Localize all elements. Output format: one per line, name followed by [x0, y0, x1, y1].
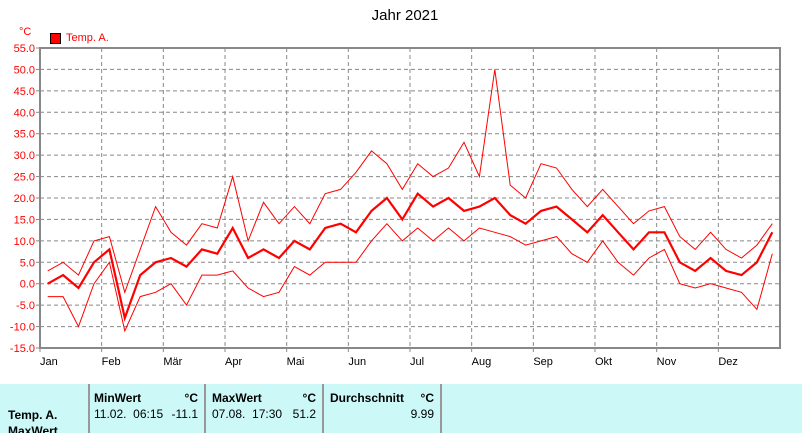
x-tick-label: Jun	[348, 356, 366, 368]
series-line-1	[47, 69, 773, 294]
row-label-2: MaxWert	[8, 424, 58, 433]
chart-title: Jahr 2021	[371, 7, 439, 24]
min-unit: °C	[184, 391, 198, 405]
y-tick-label: 10.0	[14, 236, 35, 248]
y-tick-label: -5.0	[16, 300, 35, 312]
y-tick-label: 15.0	[14, 214, 35, 226]
y-tick-label: 55.0	[14, 43, 35, 55]
max-col: MaxWert °C 07.08. 17:30 51.2	[206, 384, 324, 433]
x-tick-label: Feb	[102, 356, 121, 368]
row-label: Temp. A.	[8, 408, 58, 422]
x-tick-label: Mär	[163, 356, 182, 368]
y-tick-label: -15.0	[10, 343, 35, 355]
y-tick-label: 0.0	[20, 279, 35, 291]
min-value: -11.1	[171, 407, 198, 421]
avg-col: Durchschnitt °C 9.99	[324, 384, 442, 433]
min-date: 11.02. 06:15	[94, 407, 164, 421]
x-tick-label: Nov	[657, 356, 677, 368]
y-tick-label: 30.0	[14, 150, 35, 162]
y-tick-label: 45.0	[14, 86, 35, 98]
legend-swatch	[50, 32, 61, 44]
legend-label: Temp. A.	[66, 32, 109, 44]
avg-value: 9.99	[410, 407, 434, 421]
max-unit: °C	[302, 391, 316, 405]
y-tick-label: 50.0	[14, 64, 35, 76]
x-tick-label: Dez	[718, 356, 738, 368]
min-header: MinWert	[94, 391, 142, 405]
x-tick-label: Mai	[287, 356, 305, 368]
series-line-0	[47, 192, 774, 322]
y-tick-label: 5.0	[20, 257, 35, 269]
avg-header: Durchschnitt	[330, 391, 405, 405]
x-tick-label: Jan	[40, 356, 58, 368]
avg-unit: °C	[420, 391, 434, 405]
max-header: MaxWert	[212, 391, 262, 405]
y-tick-label: 40.0	[14, 107, 35, 119]
x-tick-label: Apr	[225, 356, 242, 368]
x-tick-label: Jul	[410, 356, 424, 368]
max-value: 51.2	[292, 407, 316, 421]
min-col: MinWert °C 11.02. 06:15 -11.1	[90, 384, 206, 433]
plot-frame	[39, 47, 781, 349]
legend: Temp. A.	[50, 32, 109, 44]
max-date: 07.08. 17:30	[212, 407, 283, 421]
y-axis-unit: °C	[19, 26, 32, 38]
stats-table: Temp. A. MaxWert MinWert °C 11.02. 06:15…	[0, 384, 802, 433]
y-tick-label: 25.0	[14, 172, 35, 184]
row-label-col: Temp. A. MaxWert	[0, 384, 90, 433]
x-tick-label: Sep	[533, 356, 553, 368]
chart-plot: 55.0 50.0 45.0 40.0 35.0 30.0 25.0 20.0 15.0 10.0…	[10, 43, 781, 368]
y-tick-label: -10.0	[10, 322, 35, 334]
x-tick-label: Okt	[595, 356, 612, 368]
series-line-2	[47, 222, 773, 333]
x-tick-label: Aug	[472, 356, 492, 368]
y-tick-label: 35.0	[14, 129, 35, 141]
y-tick-label: 20.0	[14, 193, 35, 205]
